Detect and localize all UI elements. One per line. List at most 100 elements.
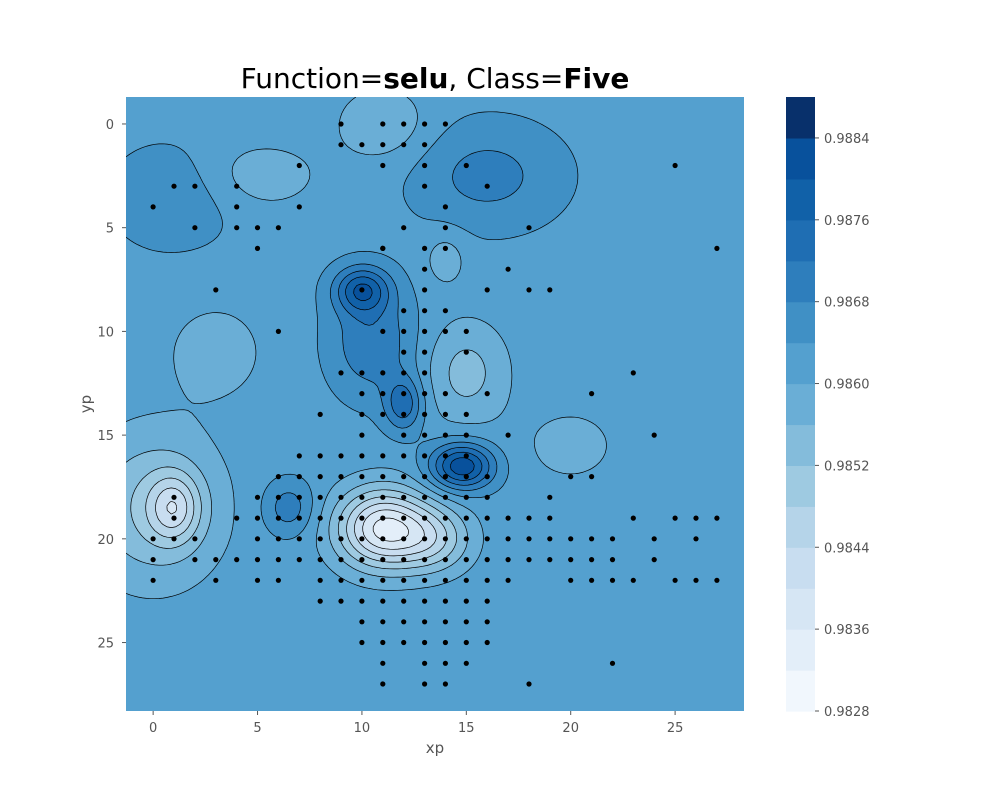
title-function: selu (383, 62, 448, 95)
y-tick-label: 10 (97, 325, 114, 340)
data-point (672, 577, 678, 583)
colorbar-band (786, 670, 815, 712)
colorbar-band (786, 260, 815, 303)
data-point (547, 287, 553, 293)
data-point (192, 225, 198, 231)
data-point (380, 474, 386, 480)
data-point (442, 432, 448, 438)
data-point (296, 536, 302, 542)
data-point (338, 474, 344, 480)
data-point (359, 142, 365, 148)
data-point (505, 557, 511, 563)
data-point (296, 162, 302, 169)
data-point (359, 639, 365, 646)
data-point (338, 598, 344, 604)
data-point (505, 432, 511, 438)
data-point (275, 494, 281, 500)
data-point (317, 515, 323, 521)
contour-line-6 (130, 466, 458, 570)
data-point (380, 660, 386, 666)
colorbar-tick-label: 0.9876 (824, 214, 870, 229)
data-point (359, 287, 365, 293)
data-point (505, 577, 511, 583)
data-point (547, 536, 553, 542)
data-point (484, 515, 490, 521)
data-point (526, 536, 532, 542)
data-point (234, 557, 240, 563)
x-tick-label: 10 (354, 721, 371, 736)
x-tick-label: 20 (562, 721, 579, 736)
data-point (359, 515, 365, 521)
data-point (442, 577, 448, 583)
data-point (275, 536, 281, 542)
data-point (422, 432, 428, 438)
data-point (714, 515, 720, 521)
data-point (484, 639, 490, 646)
data-point (463, 639, 469, 646)
data-point (463, 162, 469, 169)
data-point (359, 536, 365, 542)
data-point (526, 225, 532, 231)
data-point (296, 453, 302, 459)
colorbar: 0.9828 0.9836 0.9844 0.9852 0.9860 0.9868 0.98… (786, 97, 870, 720)
contour-fill (126, 97, 744, 711)
data-point (568, 577, 574, 583)
colorbar-tick-label: 0.9860 (824, 378, 870, 393)
data-point (442, 660, 448, 666)
data-point (359, 453, 365, 459)
data-point (359, 598, 365, 604)
data-point (422, 536, 428, 542)
data-point (568, 536, 574, 542)
data-point (505, 515, 511, 521)
data-point (192, 536, 198, 542)
data-point (422, 266, 428, 272)
data-point (442, 453, 448, 459)
data-point (442, 121, 448, 127)
data-point (359, 494, 365, 500)
y-tick-label: 5 (106, 222, 114, 237)
colorbar-band (786, 506, 815, 548)
data-point (442, 328, 448, 334)
data-point (422, 494, 428, 500)
data-point (422, 370, 428, 376)
data-point (171, 515, 177, 521)
data-point (380, 142, 386, 148)
data-point (359, 391, 365, 397)
data-point (422, 515, 428, 521)
scatter-points (150, 121, 720, 687)
data-point (234, 204, 240, 210)
colorbar-tick-label: 0.9852 (824, 459, 870, 474)
data-point (380, 515, 386, 521)
data-point (422, 681, 428, 687)
data-point (401, 225, 407, 231)
data-point (296, 557, 302, 563)
y-tick-label: 0 (106, 118, 114, 133)
data-point (651, 432, 657, 438)
data-point (401, 391, 407, 397)
data-point (442, 598, 448, 604)
data-point (484, 183, 490, 189)
data-point (317, 494, 323, 500)
data-point (422, 308, 428, 314)
data-point (275, 225, 281, 231)
data-point (380, 598, 386, 604)
data-point (484, 577, 490, 583)
data-point (693, 536, 699, 542)
data-point (547, 557, 553, 563)
y-axis-ticks: 0 5 10 15 20 25 (97, 118, 126, 652)
data-point (422, 162, 428, 169)
data-point (589, 557, 595, 563)
data-point (651, 536, 657, 542)
data-point (401, 328, 407, 334)
data-point (317, 453, 323, 459)
data-point (463, 494, 469, 500)
data-point (275, 557, 281, 563)
data-point (380, 681, 386, 687)
data-point (463, 411, 469, 417)
title-class: Five (563, 62, 629, 95)
data-point (422, 577, 428, 583)
data-point (463, 474, 469, 480)
x-tick-label: 0 (149, 721, 157, 736)
data-point (380, 162, 386, 169)
data-point (589, 577, 595, 583)
